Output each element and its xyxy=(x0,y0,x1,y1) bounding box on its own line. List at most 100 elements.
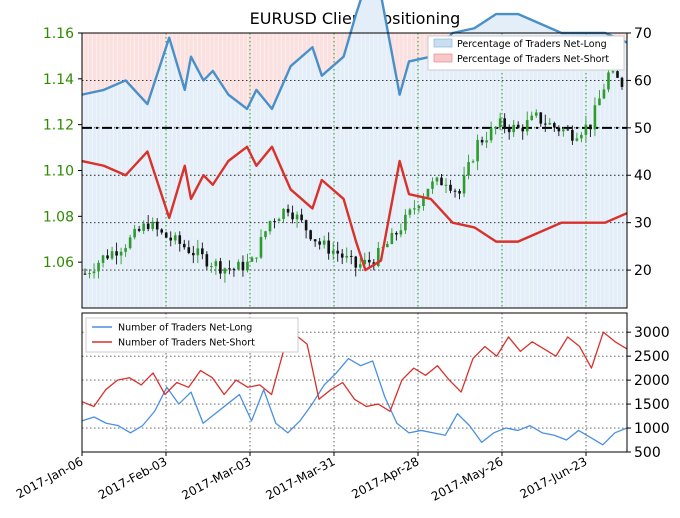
candle-body xyxy=(363,259,367,265)
candle-body xyxy=(593,105,597,130)
candle-body xyxy=(512,124,515,133)
bottom-right-tick-label: 2500 xyxy=(634,349,670,365)
x-tick-label: 2017-Jan-06 xyxy=(14,454,86,501)
candle-body xyxy=(173,235,177,241)
candle-body xyxy=(277,219,281,222)
bottom-right-tick-label: 1500 xyxy=(634,397,670,413)
top-legend-label: Percentage of Traders Net-Short xyxy=(457,54,609,65)
right-tick-label: 40 xyxy=(634,168,652,184)
candle-body xyxy=(250,257,254,262)
candle-body xyxy=(458,190,461,194)
candle-body xyxy=(313,239,317,242)
candle-body xyxy=(101,255,105,263)
candle-body xyxy=(219,261,222,274)
x-tick-label: 2017-Jun-23 xyxy=(518,454,590,501)
bottom-frame xyxy=(81,312,628,453)
x-tick-label: 2017-Mar-03 xyxy=(179,454,253,502)
candle-body xyxy=(620,77,624,87)
bottom-right-tick-label: 1000 xyxy=(634,421,670,437)
x-tick-label: 2017-Apr-28 xyxy=(349,454,421,501)
top-legend-box xyxy=(427,35,625,71)
right-tick-label: 20 xyxy=(634,263,652,279)
candle-body xyxy=(115,251,118,256)
bottom-right-tick-label: 2000 xyxy=(634,373,670,389)
candle-body xyxy=(534,112,538,116)
top-legend: Percentage of Traders Net-Long Percentage… xyxy=(427,35,625,71)
candle-body xyxy=(498,118,502,128)
candle-body xyxy=(453,190,457,192)
candle-body xyxy=(539,112,543,124)
right-tick-label: 70 xyxy=(634,26,652,42)
right-tick-label: 30 xyxy=(634,216,652,232)
candle-body xyxy=(616,71,619,78)
price-candles xyxy=(83,64,624,283)
candle-body xyxy=(471,161,475,163)
candle-body xyxy=(566,129,570,131)
candle-body xyxy=(426,188,430,197)
bottom-right-axis: 500 1000 1500 2000 2500 3000 xyxy=(627,325,670,461)
candle-body xyxy=(110,251,114,259)
candle-body xyxy=(282,208,285,220)
candle-body xyxy=(562,129,565,132)
x-tick-label: 2017-May-26 xyxy=(429,454,505,503)
candle-body xyxy=(232,268,236,270)
x-tick-label: 2017-Feb-03 xyxy=(96,454,169,502)
candle-body xyxy=(160,229,164,233)
candle-body xyxy=(399,230,403,235)
candle-body xyxy=(386,244,389,248)
candle-body xyxy=(431,181,434,189)
candle-body xyxy=(169,237,173,241)
net-long-count-line xyxy=(81,357,628,446)
top-grid xyxy=(82,32,627,308)
candle-body xyxy=(246,261,249,271)
candle-body xyxy=(259,236,263,258)
candle-body xyxy=(228,268,231,270)
bottom-right-tick-label: 500 xyxy=(634,445,661,461)
left-price-axis: 1.06 1.08 1.10 1.12 1.14 1.16 xyxy=(43,26,82,271)
left-tick-label: 1.06 xyxy=(43,255,74,271)
candle-body xyxy=(128,237,132,249)
candle-body xyxy=(304,220,308,231)
candle-body xyxy=(408,209,412,215)
candle-body xyxy=(377,247,380,267)
bottom-right-tick-label: 3000 xyxy=(634,325,670,341)
candle-body xyxy=(602,89,606,99)
candle-body xyxy=(210,266,213,268)
candle-body xyxy=(417,205,421,209)
top-panel: 1.06 1.08 1.10 1.12 1.14 1.16 20 30 40 50 60 70 Perc… xyxy=(43,0,652,309)
right-percentage-axis: 20 30 40 50 60 70 xyxy=(627,26,652,279)
candle-body xyxy=(146,223,150,229)
candle-body xyxy=(440,177,443,186)
x-axis: 2017-Jan-06 2017-Feb-03 2017-Mar-03 2017-Ma… xyxy=(14,452,590,504)
net-short-count-line xyxy=(81,331,628,412)
candle-body xyxy=(97,262,100,272)
candle-body xyxy=(435,177,439,182)
candle-body xyxy=(530,115,534,121)
bottom-legend: Number of Traders Net-Long Number of Trad… xyxy=(85,317,299,353)
candle-body xyxy=(137,228,141,231)
candle-body xyxy=(151,221,154,229)
right-tick-label: 60 xyxy=(634,73,652,89)
candle-body xyxy=(201,248,204,255)
candle-body xyxy=(422,196,425,206)
top-legend-label: Percentage of Traders Net-Long xyxy=(457,39,607,50)
candle-body xyxy=(584,124,588,135)
candle-body xyxy=(322,240,326,245)
candle-body xyxy=(309,230,312,240)
candle-body xyxy=(543,123,547,125)
candle-body xyxy=(88,273,91,275)
candle-body xyxy=(196,248,200,256)
candle-body xyxy=(268,221,272,232)
left-tick-label: 1.12 xyxy=(43,118,74,134)
candle-body xyxy=(548,123,552,125)
right-tick-label: 50 xyxy=(634,121,652,137)
candle-body xyxy=(571,129,574,141)
candle-body xyxy=(516,124,520,128)
candle-body xyxy=(553,123,556,128)
candle-body xyxy=(598,98,601,106)
candle-body xyxy=(182,243,186,248)
left-tick-label: 1.14 xyxy=(43,72,74,88)
bottom-panel: 500 1000 1500 2000 2500 3000 Number of Traders… xyxy=(81,312,670,461)
candle-body xyxy=(119,251,123,256)
candle-body xyxy=(286,208,290,213)
